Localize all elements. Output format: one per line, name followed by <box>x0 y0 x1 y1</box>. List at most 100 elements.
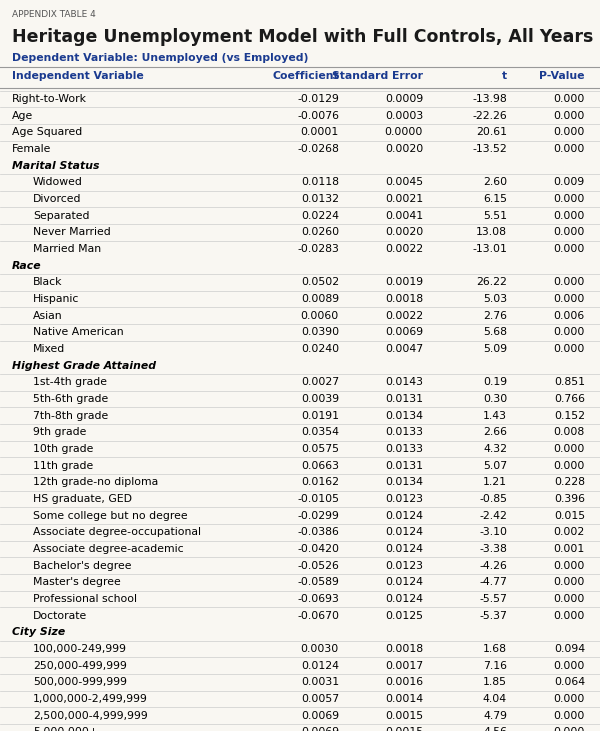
Text: 0.000: 0.000 <box>554 127 585 137</box>
Text: Coefficient: Coefficient <box>272 71 339 81</box>
Text: 0.30: 0.30 <box>483 394 507 404</box>
Text: 13.08: 13.08 <box>476 227 507 238</box>
Text: 0.000: 0.000 <box>554 661 585 670</box>
Text: -0.0076: -0.0076 <box>297 110 339 121</box>
Text: 0.0069: 0.0069 <box>385 327 423 337</box>
Text: t: t <box>502 71 507 81</box>
Text: Doctorate: Doctorate <box>33 610 87 621</box>
Text: 0.000: 0.000 <box>554 444 585 454</box>
Text: Associate degree-academic: Associate degree-academic <box>33 544 184 554</box>
Text: 0.0030: 0.0030 <box>301 644 339 654</box>
Text: 0.0124: 0.0124 <box>385 577 423 587</box>
Text: Native American: Native American <box>33 327 124 337</box>
Text: 0.0000: 0.0000 <box>385 127 423 137</box>
Text: 0.0124: 0.0124 <box>385 544 423 554</box>
Text: -0.0526: -0.0526 <box>297 561 339 571</box>
Text: 0.0018: 0.0018 <box>385 644 423 654</box>
Text: 0.0041: 0.0041 <box>385 211 423 221</box>
Text: 11th grade: 11th grade <box>33 461 93 471</box>
Text: 0.0390: 0.0390 <box>301 327 339 337</box>
Text: -0.0299: -0.0299 <box>297 511 339 520</box>
Text: City Size: City Size <box>12 627 65 637</box>
Text: Black: Black <box>33 277 62 287</box>
Text: 0.0016: 0.0016 <box>385 678 423 687</box>
Text: 0.0089: 0.0089 <box>301 294 339 304</box>
Text: 0.008: 0.008 <box>554 428 585 437</box>
Text: 0.0001: 0.0001 <box>301 127 339 137</box>
Text: 5.09: 5.09 <box>483 344 507 354</box>
Text: 5.51: 5.51 <box>483 211 507 221</box>
Text: 0.0663: 0.0663 <box>301 461 339 471</box>
Text: 0.006: 0.006 <box>554 311 585 321</box>
Text: 0.0047: 0.0047 <box>385 344 423 354</box>
Text: 0.000: 0.000 <box>554 94 585 104</box>
Text: Associate degree-occupational: Associate degree-occupational <box>33 527 201 537</box>
Text: 0.000: 0.000 <box>554 711 585 721</box>
Text: 0.001: 0.001 <box>554 544 585 554</box>
Text: -0.0268: -0.0268 <box>297 144 339 154</box>
Text: Marital Status: Marital Status <box>12 161 100 170</box>
Text: 0.0260: 0.0260 <box>301 227 339 238</box>
Text: -0.0283: -0.0283 <box>297 244 339 254</box>
Text: 0.0021: 0.0021 <box>385 194 423 204</box>
Text: 0.0014: 0.0014 <box>385 694 423 704</box>
Text: 0.0009: 0.0009 <box>385 94 423 104</box>
Text: 0.0015: 0.0015 <box>385 711 423 721</box>
Text: 0.0124: 0.0124 <box>385 594 423 604</box>
Text: 0.0132: 0.0132 <box>301 194 339 204</box>
Text: -5.37: -5.37 <box>479 610 507 621</box>
Text: 2.76: 2.76 <box>483 311 507 321</box>
Text: 0.0134: 0.0134 <box>385 477 423 488</box>
Text: P-Value: P-Value <box>539 71 585 81</box>
Text: 0.0502: 0.0502 <box>301 277 339 287</box>
Text: 0.0143: 0.0143 <box>385 377 423 387</box>
Text: Bachelor's degree: Bachelor's degree <box>33 561 131 571</box>
Text: 5th-6th grade: 5th-6th grade <box>33 394 108 404</box>
Text: 0.000: 0.000 <box>554 110 585 121</box>
Text: Hispanic: Hispanic <box>33 294 79 304</box>
Text: -13.01: -13.01 <box>472 244 507 254</box>
Text: 0.000: 0.000 <box>554 577 585 587</box>
Text: 0.0045: 0.0045 <box>385 178 423 187</box>
Text: Dependent Variable: Unemployed (vs Employed): Dependent Variable: Unemployed (vs Emplo… <box>12 53 308 63</box>
Text: 0.0069: 0.0069 <box>301 727 339 731</box>
Text: 10th grade: 10th grade <box>33 444 94 454</box>
Text: 0.0131: 0.0131 <box>385 461 423 471</box>
Text: 5.03: 5.03 <box>483 294 507 304</box>
Text: 1st-4th grade: 1st-4th grade <box>33 377 107 387</box>
Text: 100,000-249,999: 100,000-249,999 <box>33 644 127 654</box>
Text: 0.766: 0.766 <box>554 394 585 404</box>
Text: 0.0124: 0.0124 <box>301 661 339 670</box>
Text: 0.000: 0.000 <box>554 727 585 731</box>
Text: 26.22: 26.22 <box>476 277 507 287</box>
Text: 0.009: 0.009 <box>554 178 585 187</box>
Text: Master's degree: Master's degree <box>33 577 121 587</box>
Text: Standard Error: Standard Error <box>332 71 423 81</box>
Text: 0.000: 0.000 <box>554 194 585 204</box>
Text: 0.0003: 0.0003 <box>385 110 423 121</box>
Text: 0.152: 0.152 <box>554 411 585 420</box>
Text: Professional school: Professional school <box>33 594 137 604</box>
Text: 1.43: 1.43 <box>483 411 507 420</box>
Text: 0.228: 0.228 <box>554 477 585 488</box>
Text: 4.32: 4.32 <box>483 444 507 454</box>
Text: 4.79: 4.79 <box>483 711 507 721</box>
Text: Widowed: Widowed <box>33 178 83 187</box>
Text: Heritage Unemployment Model with Full Controls, All Years: Heritage Unemployment Model with Full Co… <box>12 28 593 46</box>
Text: -13.52: -13.52 <box>472 144 507 154</box>
Text: 0.000: 0.000 <box>554 594 585 604</box>
Text: APPENDIX TABLE 4: APPENDIX TABLE 4 <box>12 10 96 18</box>
Text: -0.0670: -0.0670 <box>297 610 339 621</box>
Text: 0.851: 0.851 <box>554 377 585 387</box>
Text: 500,000-999,999: 500,000-999,999 <box>33 678 127 687</box>
Text: 0.0039: 0.0039 <box>301 394 339 404</box>
Text: Divorced: Divorced <box>33 194 82 204</box>
Text: 0.000: 0.000 <box>554 211 585 221</box>
Text: 0.0057: 0.0057 <box>301 694 339 704</box>
Text: -0.0589: -0.0589 <box>297 577 339 587</box>
Text: 7.16: 7.16 <box>483 661 507 670</box>
Text: -22.26: -22.26 <box>472 110 507 121</box>
Text: HS graduate, GED: HS graduate, GED <box>33 494 132 504</box>
Text: 0.0575: 0.0575 <box>301 444 339 454</box>
Text: 6.15: 6.15 <box>483 194 507 204</box>
